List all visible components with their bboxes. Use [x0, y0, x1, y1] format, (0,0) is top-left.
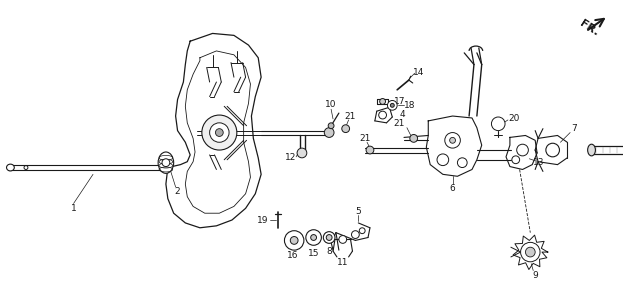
- Circle shape: [390, 103, 394, 107]
- Text: 3: 3: [639, 128, 640, 137]
- Text: 21: 21: [394, 119, 405, 128]
- Circle shape: [339, 235, 347, 243]
- Circle shape: [284, 231, 304, 250]
- Text: 10: 10: [325, 100, 337, 109]
- Text: 2: 2: [175, 187, 180, 196]
- Circle shape: [525, 247, 535, 257]
- Text: 9: 9: [532, 271, 538, 280]
- Circle shape: [512, 156, 520, 164]
- Circle shape: [324, 128, 334, 137]
- Text: 21: 21: [360, 134, 371, 143]
- Circle shape: [210, 123, 229, 142]
- Ellipse shape: [6, 164, 14, 171]
- Circle shape: [291, 237, 298, 244]
- Text: 14: 14: [413, 68, 424, 77]
- Circle shape: [458, 158, 467, 168]
- Text: 19: 19: [257, 215, 269, 225]
- Circle shape: [380, 98, 385, 104]
- Circle shape: [202, 115, 237, 150]
- Text: 7: 7: [571, 124, 577, 133]
- Circle shape: [546, 143, 559, 157]
- Ellipse shape: [588, 144, 595, 156]
- Circle shape: [297, 148, 307, 158]
- Text: 5: 5: [355, 207, 361, 216]
- Text: 12: 12: [285, 153, 296, 162]
- Text: 6: 6: [450, 185, 456, 193]
- Circle shape: [379, 111, 387, 119]
- Text: 1: 1: [70, 204, 76, 213]
- Text: FR.: FR.: [578, 18, 600, 37]
- Circle shape: [520, 242, 540, 262]
- Text: 16: 16: [287, 251, 298, 261]
- Circle shape: [387, 101, 397, 110]
- Circle shape: [342, 125, 349, 132]
- Circle shape: [492, 117, 505, 131]
- Circle shape: [359, 228, 365, 234]
- Text: 4: 4: [399, 110, 405, 118]
- Text: 17: 17: [394, 97, 406, 106]
- Circle shape: [445, 132, 460, 148]
- Text: 8: 8: [326, 247, 332, 256]
- Circle shape: [328, 123, 334, 129]
- Circle shape: [310, 235, 317, 240]
- Circle shape: [366, 146, 374, 154]
- Circle shape: [306, 230, 321, 245]
- Text: 20: 20: [508, 115, 520, 123]
- Circle shape: [323, 232, 335, 243]
- Circle shape: [326, 235, 332, 240]
- Text: 13: 13: [533, 158, 545, 167]
- Circle shape: [437, 154, 449, 166]
- Text: 15: 15: [308, 248, 319, 258]
- Circle shape: [162, 159, 170, 167]
- Circle shape: [216, 129, 223, 136]
- Circle shape: [516, 144, 529, 156]
- Circle shape: [351, 231, 359, 238]
- Text: 21: 21: [345, 112, 356, 121]
- Text: 18: 18: [404, 101, 415, 110]
- Text: 11: 11: [337, 258, 349, 267]
- Circle shape: [410, 135, 417, 142]
- Ellipse shape: [158, 152, 173, 173]
- Circle shape: [450, 137, 456, 143]
